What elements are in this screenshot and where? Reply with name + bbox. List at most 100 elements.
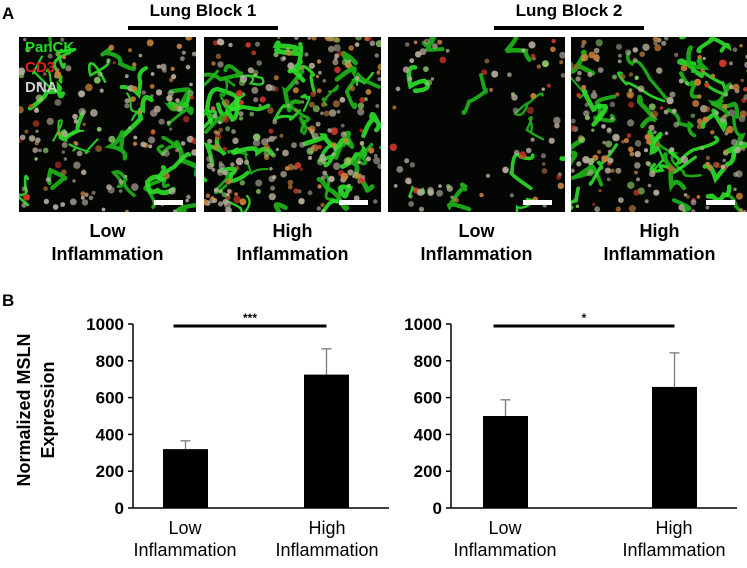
- tissue-strand: [174, 140, 196, 177]
- cell-nucleus: [652, 37, 659, 42]
- cell-nucleus: [481, 69, 488, 76]
- significance-marker: *: [582, 311, 587, 325]
- cell-nucleus: [54, 70, 62, 78]
- cell-nucleus: [366, 156, 371, 162]
- tissue-strand: [205, 86, 239, 125]
- cell-nucleus: [513, 149, 520, 156]
- cell-nucleus: [187, 90, 194, 96]
- cell-nucleus: [191, 51, 196, 57]
- cell-nucleus: [556, 174, 562, 180]
- cell-nucleus: [175, 98, 180, 103]
- cell-nucleus: [78, 108, 86, 116]
- cell-nucleus: [333, 44, 341, 52]
- cell-nucleus: [91, 190, 96, 195]
- cell-nucleus: [586, 169, 594, 177]
- micrograph-block2-low: [388, 37, 565, 212]
- cell-nucleus: [265, 84, 273, 92]
- cell-nucleus: [530, 137, 535, 142]
- cell-nucleus: [377, 77, 381, 82]
- cell-nucleus: [80, 195, 85, 200]
- cell-nucleus: [628, 88, 633, 93]
- cell-nucleus: [392, 105, 397, 110]
- cell-nucleus: [137, 109, 142, 114]
- cell-nucleus: [616, 43, 622, 50]
- tissue-strand: [725, 193, 745, 212]
- cell-nucleus: [130, 96, 136, 102]
- cell-nucleus: [61, 142, 68, 148]
- cell-nucleus: [150, 94, 154, 98]
- micrograph-block2-high: [571, 37, 747, 212]
- cell-nucleus: [724, 128, 731, 134]
- cell-nucleus: [617, 59, 622, 64]
- cell-nucleus: [647, 183, 652, 188]
- tissue-strand: [666, 108, 697, 138]
- tissue-strand: [320, 199, 344, 212]
- tissue-strand: [649, 155, 697, 174]
- cell-nucleus: [542, 162, 546, 166]
- cell-nucleus: [225, 206, 232, 212]
- cell-nucleus: [23, 37, 27, 42]
- cell-nucleus: [598, 189, 602, 193]
- cell-nucleus: [62, 130, 68, 137]
- cell-nucleus: [258, 104, 262, 108]
- cell-nucleus: [588, 157, 595, 164]
- scale-bar: [706, 200, 735, 205]
- cell-nucleus: [361, 174, 366, 179]
- cell-nucleus: [610, 116, 614, 121]
- tissue-strand: [287, 65, 316, 94]
- cell-nucleus: [268, 135, 275, 142]
- cell-nucleus: [739, 44, 743, 48]
- cell-nucleus: [171, 74, 177, 80]
- cell-nucleus: [323, 110, 330, 117]
- cell-nucleus: [131, 183, 139, 191]
- cell-nucleus: [124, 98, 130, 104]
- cell-nucleus: [132, 141, 138, 146]
- cell-nucleus: [255, 179, 263, 187]
- cell-nucleus: [739, 110, 747, 118]
- cell-nucleus: [160, 63, 167, 70]
- cell-nucleus: [669, 91, 676, 98]
- tissue-strand: [667, 135, 720, 165]
- cell-nucleus: [581, 39, 587, 45]
- cell-nucleus: [685, 194, 690, 199]
- cell-nucleus: [735, 170, 743, 178]
- cell-nucleus: [43, 186, 48, 191]
- cell-nucleus: [664, 131, 669, 136]
- x-category-label: Low: [488, 518, 522, 538]
- cell-nucleus: [251, 50, 256, 56]
- cell-nucleus: [696, 118, 703, 125]
- x-category-label: Inflammation: [622, 540, 725, 560]
- cell-nucleus: [218, 127, 223, 133]
- cell-nucleus: [446, 184, 451, 189]
- cell-nucleus: [669, 147, 675, 153]
- cell-nucleus: [423, 66, 429, 72]
- cell-nucleus: [580, 53, 589, 62]
- cell-nucleus: [175, 148, 179, 153]
- cell-nucleus: [222, 146, 227, 152]
- cell-nucleus: [213, 143, 220, 150]
- cell-nucleus: [418, 206, 425, 212]
- cell-nucleus: [333, 162, 341, 170]
- cell-nucleus: [347, 59, 352, 63]
- cell-nucleus: [222, 99, 230, 107]
- cell-nucleus: [409, 58, 415, 64]
- cell-nucleus: [61, 150, 65, 154]
- cell-nucleus: [740, 78, 744, 83]
- cell-nucleus: [649, 170, 656, 177]
- cell-nucleus: [106, 58, 111, 63]
- cell-nucleus: [287, 184, 293, 190]
- cell-nucleus: [37, 81, 43, 87]
- cell-nucleus: [404, 158, 410, 164]
- cell-nucleus: [32, 147, 38, 153]
- cell-nucleus: [271, 152, 277, 158]
- cell-nucleus: [256, 60, 262, 66]
- cell-nucleus: [60, 37, 65, 42]
- cell-nucleus: [321, 102, 326, 107]
- cell-nucleus: [729, 84, 734, 90]
- cell-nucleus: [318, 70, 322, 75]
- tissue-strand: [235, 74, 265, 86]
- cell-nucleus: [285, 47, 290, 52]
- cell-nucleus: [146, 39, 154, 47]
- cell-nucleus: [211, 61, 216, 66]
- cell-nucleus: [648, 124, 655, 131]
